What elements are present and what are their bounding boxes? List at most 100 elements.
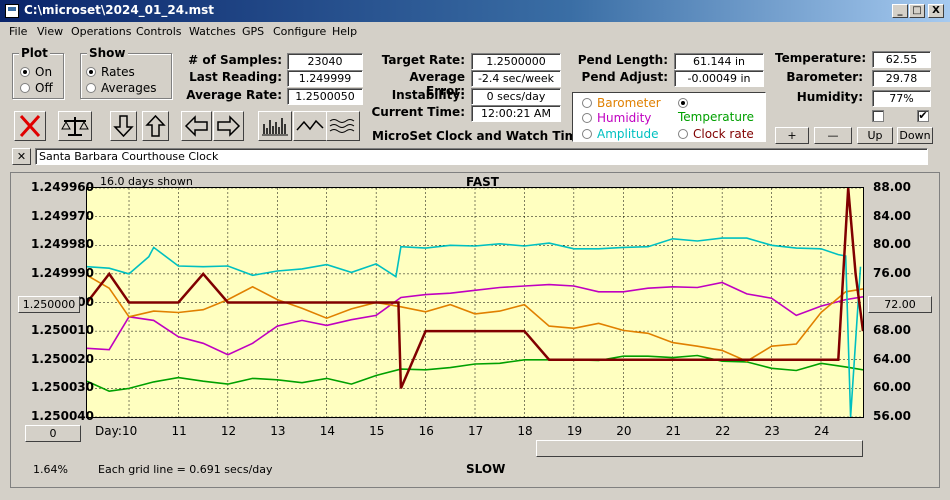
menu-gps[interactable]: GPS <box>242 25 265 38</box>
x-tick-label: 19 <box>566 424 583 438</box>
maximize-button[interactable]: □ <box>909 4 925 18</box>
menu-file[interactable]: File <box>9 25 28 38</box>
menu-controls[interactable]: Controls <box>136 25 182 38</box>
right-checkbox[interactable]: ✔ <box>917 109 929 122</box>
menu-bar: File View Operations Controls Watches GP… <box>0 22 950 42</box>
last-reading-label: Last Reading: <box>189 70 282 84</box>
balance-button[interactable] <box>58 111 92 141</box>
x-tick-label: 17 <box>468 424 484 438</box>
barometer-value: 29.78 <box>872 70 931 87</box>
close-button[interactable]: X <box>928 4 944 18</box>
menu-watches[interactable]: Watches <box>189 25 236 38</box>
window-title: C:\microset\2024_01_24.mst <box>24 3 215 17</box>
y-right-tick-label: 68.00 <box>873 323 911 338</box>
sensor-selector: Barometer Temperature Humidity Amplitude… <box>572 92 766 142</box>
barometer-label: Barometer: <box>786 70 863 84</box>
plot-area[interactable] <box>86 187 865 418</box>
move-right-button[interactable] <box>213 111 244 141</box>
app-name: MicroSet Clock and Watch Timer <box>372 129 592 143</box>
minimize-button[interactable]: _ <box>892 4 908 18</box>
plot-on-radio[interactable]: On <box>20 65 52 79</box>
wave-view-button[interactable] <box>293 111 327 141</box>
scale-plus-button[interactable]: + <box>775 127 809 144</box>
last-reading-value: 1.249999 <box>287 70 363 87</box>
x-tick-label: 23 <box>764 424 780 438</box>
scrollbar-thumb[interactable] <box>536 440 863 457</box>
y-right-tick-label: 84.00 <box>873 208 911 223</box>
show-rates-radio[interactable]: Rates <box>86 65 135 79</box>
x-tick-label: 10 <box>122 424 138 438</box>
rate-scale-button[interactable]: 1.250000 <box>18 296 80 313</box>
days-shown: 16.0 days shown <box>100 175 193 188</box>
scale-up-button[interactable]: Up <box>857 127 893 144</box>
wave-icon <box>296 119 324 131</box>
left-checkbox[interactable] <box>872 110 884 122</box>
y-left-tick-label: 1.249980 <box>31 237 95 252</box>
radio-dot-icon <box>20 67 30 77</box>
app-icon[interactable] <box>5 4 19 18</box>
plot-off-radio[interactable]: Off <box>20 81 53 95</box>
radio-dot-icon <box>86 83 96 93</box>
close-description-button[interactable]: ✕ <box>12 148 31 165</box>
arrow-up-icon <box>145 114 166 137</box>
scale-down-button[interactable]: Down <box>897 127 933 144</box>
target-rate-label: Target Rate: <box>381 53 465 67</box>
bars-view-button[interactable] <box>258 111 292 141</box>
instability-value: 0 secs/day <box>471 88 561 105</box>
pend-length-input[interactable]: 61.144 in <box>674 53 764 70</box>
temperature-value: 62.55 <box>872 51 931 68</box>
chart-svg <box>86 187 865 418</box>
sensor-scale-button[interactable]: 72.00 <box>868 296 932 313</box>
move-down-button[interactable] <box>110 111 137 141</box>
bars-icon <box>262 118 288 136</box>
pend-adjust-label: Pend Adjust: <box>581 70 668 84</box>
radio-dot-icon <box>678 98 688 108</box>
menu-view[interactable]: View <box>37 25 64 38</box>
show-averages-radio[interactable]: Averages <box>86 81 157 95</box>
radio-dot-icon <box>678 129 688 139</box>
x-tick-label: 16 <box>418 424 434 438</box>
radio-dot-icon <box>582 113 592 123</box>
x-tick-label: 20 <box>616 424 632 438</box>
menu-configure[interactable]: Configure <box>273 25 327 38</box>
series-humidity <box>86 281 864 356</box>
pend-length-label: Pend Length: <box>577 53 668 67</box>
move-up-button[interactable] <box>142 111 169 141</box>
y-right-tick-label: 76.00 <box>873 265 911 280</box>
sensor-humidity-radio[interactable]: Humidity <box>582 111 651 125</box>
y-left-tick-label: 1.250020 <box>31 351 95 366</box>
waves-icon <box>329 119 355 133</box>
chart-frame <box>10 172 940 488</box>
waves-view-button[interactable] <box>326 111 360 141</box>
sensor-amplitude-radio[interactable]: Amplitude <box>582 127 659 141</box>
description-input[interactable]: Santa Barbara Courthouse Clock <box>35 148 928 165</box>
target-rate-input[interactable]: 1.2500000 <box>471 53 561 70</box>
sensor-temperature-radio[interactable]: Temperature <box>678 96 765 124</box>
y-left-tick-label: 1.249990 <box>31 265 95 280</box>
offset-button[interactable]: 0 <box>25 425 81 442</box>
y-right-tick-label: 88.00 <box>873 180 911 194</box>
samples-value: 23040 <box>287 53 363 70</box>
x-tick-label: 21 <box>665 424 681 438</box>
radio-dot-icon <box>582 129 592 139</box>
sensor-clockrate-radio[interactable]: Clock rate <box>678 127 754 141</box>
scale-minus-button[interactable]: — <box>814 127 852 144</box>
current-time-label: Current Time: <box>371 105 465 119</box>
radio-dot-icon <box>86 67 96 77</box>
average-error-label: Average Error: <box>409 70 465 98</box>
y-right-tick-label: 56.00 <box>873 409 911 423</box>
series-temperature <box>86 354 864 393</box>
y-left-tick-label: 1.250010 <box>31 323 95 338</box>
menu-help[interactable]: Help <box>332 25 358 38</box>
radio-dot-icon <box>20 83 30 93</box>
temperature-label: Temperature: <box>775 51 867 65</box>
humidity-value: 77% <box>872 90 931 107</box>
menu-operations[interactable]: Operations <box>71 25 132 38</box>
clear-button[interactable] <box>14 111 46 141</box>
y-right-tick-label: 60.00 <box>873 380 911 395</box>
samples-label: # of Samples: <box>188 53 282 67</box>
sensor-barometer-radio[interactable]: Barometer <box>582 96 661 110</box>
move-left-button[interactable] <box>181 111 212 141</box>
series-clock-rate <box>86 187 865 389</box>
average-rate-value: 1.2500050 <box>287 88 363 105</box>
